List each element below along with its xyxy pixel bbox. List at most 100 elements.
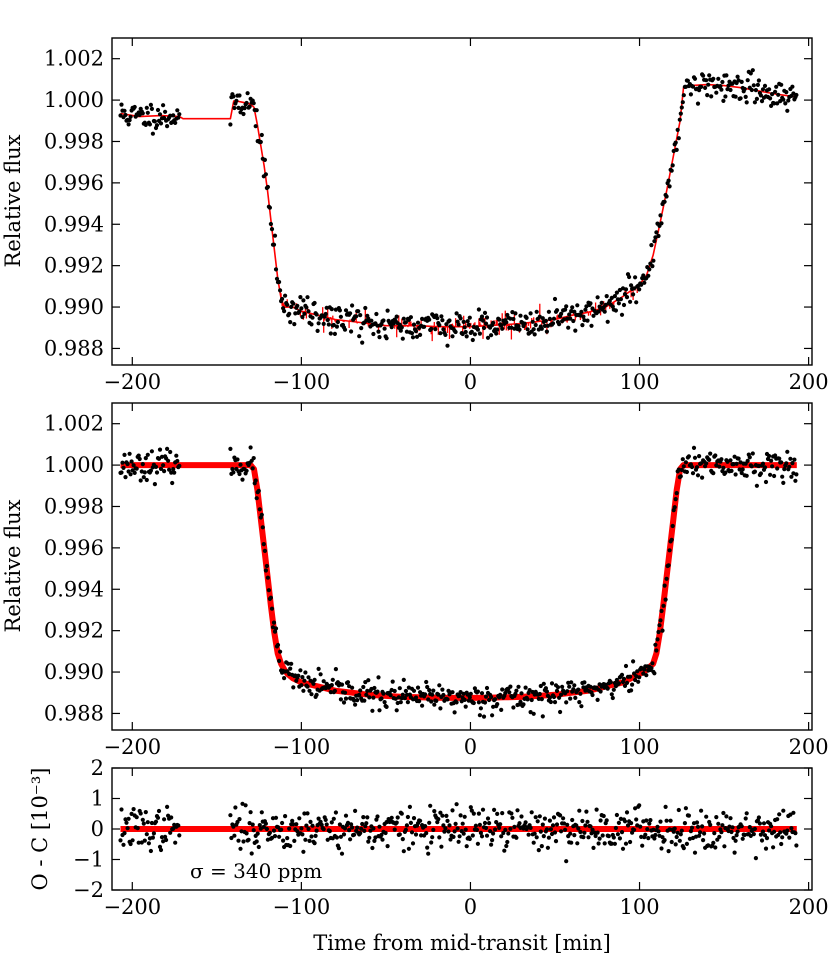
residuals-point	[384, 820, 389, 825]
raw-point	[602, 309, 607, 314]
residuals-point	[565, 822, 570, 827]
residuals-point	[553, 839, 559, 844]
detrended-point	[148, 468, 153, 473]
residuals-plot-area	[118, 801, 799, 864]
detrended-point	[571, 687, 576, 692]
detrended-point	[770, 464, 775, 469]
detrended-point	[707, 457, 712, 462]
detrended-point	[441, 692, 446, 698]
residuals-point	[548, 827, 554, 832]
raw-point	[288, 320, 293, 325]
residuals-point	[712, 831, 717, 836]
detrended-point	[156, 456, 162, 461]
raw-point	[329, 307, 334, 312]
detrended-point	[301, 688, 306, 693]
residuals-point	[615, 832, 621, 837]
residuals-point	[325, 837, 330, 842]
residuals-point	[316, 816, 321, 821]
detrended-point	[144, 477, 149, 483]
residuals-point	[443, 826, 448, 831]
residuals-point	[590, 827, 595, 832]
residuals-point	[144, 832, 149, 837]
detrended-point	[516, 684, 521, 689]
detrended-point	[399, 696, 404, 701]
residuals-point	[355, 825, 360, 830]
residuals-point	[237, 817, 242, 822]
y-tick-label: 1.000	[44, 453, 104, 477]
residuals-point	[674, 834, 679, 840]
residuals-point	[787, 835, 792, 840]
residuals-point	[233, 805, 238, 810]
residuals-point	[331, 816, 336, 821]
residuals-point	[380, 837, 385, 842]
raw-point	[384, 336, 389, 341]
detrended-point	[403, 688, 408, 694]
detrended-point	[143, 456, 148, 461]
raw-point	[703, 85, 708, 90]
residuals-point	[682, 821, 688, 826]
detrended-point	[121, 465, 126, 470]
raw-point	[749, 87, 754, 93]
detrended-point	[417, 699, 422, 704]
detrended-point	[557, 695, 562, 700]
raw-point	[554, 308, 560, 313]
raw-point	[752, 100, 758, 105]
residuals-point	[307, 838, 312, 844]
residuals-point	[656, 829, 661, 834]
residuals-point	[660, 835, 665, 840]
residuals-point	[129, 811, 134, 817]
residuals-point	[377, 824, 382, 829]
raw-point	[735, 74, 740, 79]
residuals-point	[151, 831, 156, 836]
residuals-point	[447, 823, 452, 828]
raw-point	[485, 335, 491, 340]
residuals-point	[536, 848, 541, 853]
detrended-point	[138, 478, 143, 483]
detrended-point	[637, 675, 642, 680]
raw-point	[301, 298, 306, 303]
detrended-point	[695, 473, 701, 478]
detrended-point	[548, 699, 554, 705]
detrended-point	[644, 673, 649, 678]
raw-point	[794, 92, 799, 98]
raw-point	[669, 168, 674, 173]
residuals-point	[423, 824, 428, 829]
residuals-point	[352, 832, 357, 837]
residuals-point	[441, 823, 446, 828]
residuals-point	[713, 845, 718, 850]
raw-point	[651, 258, 656, 263]
residuals-point	[255, 831, 260, 836]
y-tick-label: 0	[91, 817, 104, 841]
residuals-point	[436, 817, 441, 822]
residuals-point	[383, 830, 388, 836]
raw-point	[259, 132, 264, 138]
raw-point	[573, 328, 578, 333]
detrended-point	[401, 677, 406, 683]
raw-point	[720, 79, 725, 85]
residuals-point	[142, 838, 147, 843]
residuals-point	[596, 841, 601, 846]
raw-point	[287, 311, 292, 316]
raw-point	[774, 84, 779, 89]
detrended-point	[153, 464, 159, 469]
residuals-point	[327, 829, 332, 834]
detrended-point	[122, 452, 127, 457]
residuals-point	[758, 832, 764, 837]
residuals-point	[411, 816, 417, 821]
residuals-point	[689, 825, 695, 830]
raw-point	[371, 331, 376, 337]
residuals-point	[546, 835, 552, 840]
detrended-point	[332, 688, 337, 694]
residuals-point	[370, 845, 375, 851]
detrended-point	[342, 690, 348, 695]
detrended-point	[375, 689, 380, 694]
raw-observations	[118, 68, 799, 348]
detrended-point	[610, 695, 615, 701]
raw-point	[332, 331, 337, 336]
residuals-point	[492, 807, 497, 813]
residuals-point	[662, 838, 667, 843]
residuals-point	[394, 820, 399, 825]
raw-point	[559, 311, 564, 316]
detrended-point	[420, 703, 425, 708]
raw-point	[470, 337, 475, 343]
